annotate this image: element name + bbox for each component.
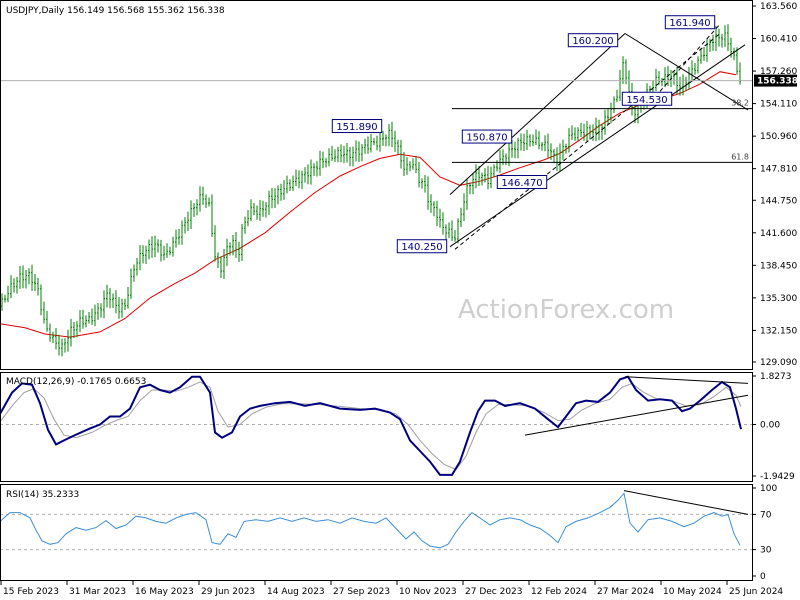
price-annotation-box <box>396 239 448 254</box>
date-tick-label: 31 Mar 2023 <box>69 587 126 597</box>
rsi-axis-tick-label: 100 <box>760 484 777 494</box>
rsi-line <box>0 492 741 549</box>
date-tick-label: 10 Nov 2023 <box>399 587 457 597</box>
current-price-box <box>754 74 797 87</box>
rsi-axis-tick-label: 30 <box>760 546 772 556</box>
macd-axis-tick-label: 1.8273 <box>760 372 792 382</box>
fib-label: 38.2 <box>731 99 749 108</box>
price-annotation-label: 146.470 <box>501 178 542 189</box>
price-axis: 163.560 160.410 157.260 154.110 150.960 147.8… <box>752 2 797 368</box>
macd-trend-line <box>524 394 749 436</box>
date-tick-label: 27 Mar 2024 <box>597 587 654 597</box>
rsi-panel: 100 70 30 0 RSI(14) 35.2333 <box>0 484 777 582</box>
rsi-level-lines <box>0 513 752 551</box>
date-tick-label: 27 Sep 2023 <box>333 587 390 597</box>
fibonacci-levels: 38.2 61.8 <box>452 99 752 163</box>
price-axis-tick-label: 135.300 <box>760 294 797 304</box>
price-annotation-label: 140.250 <box>401 242 442 253</box>
price-annotation-label: 154.530 <box>626 95 667 106</box>
macd-trend-lines <box>524 376 749 436</box>
price-axis-tick-label: 150.960 <box>760 132 797 142</box>
price-annotation-label: 150.870 <box>466 133 507 144</box>
date-axis: 15 Feb 2023 31 Mar 2023 16 May 2023 29 Jun … <box>0 581 783 597</box>
price-annotation-box <box>567 33 619 48</box>
date-tick-label: 25 Jun 2024 <box>729 587 783 597</box>
macd-axis-tick-label: -1.9429 <box>760 472 795 482</box>
ohlc-header: USDJPY,Daily 156.149 156.568 155.362 156… <box>6 6 225 16</box>
price-axis-tick-label: 141.600 <box>760 229 797 239</box>
date-tick-label: 12 Feb 2024 <box>531 587 587 597</box>
rsi-frame <box>0 484 753 581</box>
rsi-axis-tick-label: 0 <box>760 572 766 582</box>
price-annotation-box <box>496 175 548 190</box>
current-price-tag: 156.338 <box>754 74 798 87</box>
macd-frame <box>0 372 753 482</box>
price-frame <box>0 0 753 370</box>
price-annotation-box <box>621 91 673 106</box>
date-tick-label: 15 Feb 2023 <box>3 587 59 597</box>
price-annotations: 151.890 150.870 146.470 140.250 160.200 154.5… <box>331 15 716 254</box>
panel-frames <box>0 0 753 581</box>
price-axis-tick-label: 138.450 <box>760 261 797 271</box>
date-tick-label: 29 Jun 2023 <box>201 587 255 597</box>
price-axis-tick-label: 154.110 <box>760 100 797 110</box>
macd-trend-line <box>624 376 749 384</box>
macd-panel: 1.8273 0.00 -1.9429 MACD(12,26,9) -0.1765 … <box>0 372 795 482</box>
moving-average-line <box>0 71 737 338</box>
price-annotation-label: 151.890 <box>336 122 377 133</box>
date-tick-label: 10 May 2024 <box>663 587 722 597</box>
price-annotation-box <box>664 15 716 30</box>
watermark: ActionForex.com <box>458 295 674 325</box>
price-annotation-label: 160.200 <box>572 36 613 47</box>
current-price-label: 156.338 <box>757 77 798 87</box>
price-axis-tick-label: 157.260 <box>760 67 797 77</box>
date-tick-label: 27 Dec 2023 <box>465 587 523 597</box>
price-axis-tick-label: 129.090 <box>760 358 797 368</box>
date-tick-label: 14 Aug 2023 <box>267 587 325 597</box>
macd-line <box>0 375 742 476</box>
rsi-trend-lines <box>623 490 749 515</box>
macd-axis-tick-label: 0.00 <box>760 420 780 430</box>
price-panel: ActionForex.com 38.261.8 151.890150.8701… <box>0 2 798 368</box>
macd-title: MACD(12,26,9) -0.1765 0.6653 <box>6 377 146 387</box>
price-trend-line <box>454 33 721 250</box>
date-tick-label: 16 May 2023 <box>135 587 194 597</box>
price-annotation-label: 161.940 <box>669 18 710 29</box>
rsi-axis-tick-label: 70 <box>760 510 772 520</box>
price-trend-line <box>449 33 626 195</box>
rsi-path <box>0 492 741 549</box>
rsi-title: RSI(14) 35.2333 <box>6 490 79 500</box>
moving-average-path <box>0 71 737 338</box>
price-trend-line <box>624 33 749 111</box>
price-axis-tick-label: 144.750 <box>760 196 797 206</box>
price-axis-tick-label: 132.150 <box>760 326 797 336</box>
price-axis-tick-label: 163.560 <box>760 2 797 12</box>
macd-lines <box>0 375 742 476</box>
price-candles <box>1 24 741 357</box>
fib-label: 61.8 <box>731 152 749 161</box>
price-axis-tick-label: 160.410 <box>760 35 797 45</box>
price-annotation-box <box>331 119 383 134</box>
price-axis-tick-label: 147.810 <box>760 165 797 175</box>
rsi-trend-line <box>623 490 749 515</box>
price-annotation-box <box>461 129 513 144</box>
